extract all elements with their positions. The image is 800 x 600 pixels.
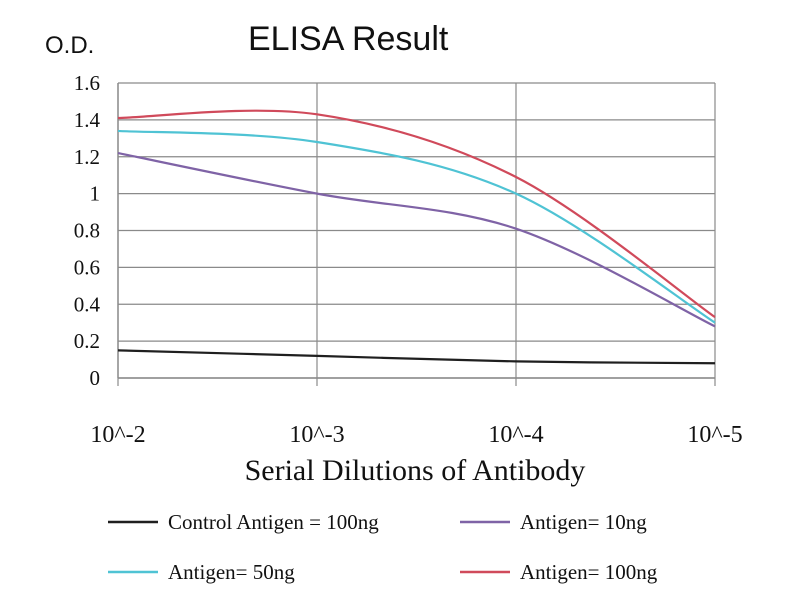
legend-item: Antigen= 50ng (108, 560, 295, 584)
series-line-3 (117, 109, 716, 319)
legend-label: Antigen= 100ng (520, 560, 658, 584)
x-tick-label: 10^-3 (289, 422, 344, 448)
y-tick-label: 1 (90, 182, 101, 206)
series-line-1 (117, 151, 716, 328)
legend-label: Antigen= 50ng (168, 560, 295, 584)
legend-item: Control Antigen = 100ng (108, 510, 379, 534)
y-tick-labels: 0 0.2 0.4 0.6 0.8 1 1.2 1.4 1.6 (74, 71, 101, 390)
x-tick-label: 10^-2 (90, 422, 145, 448)
y-tick-label: 1.4 (74, 108, 101, 132)
y-tick-label: 0 (90, 366, 101, 390)
y-tick-label: 0.4 (74, 292, 101, 316)
y-tick-label: 1.2 (74, 145, 100, 169)
series-line-2 (117, 129, 716, 324)
legend-label: Antigen= 10ng (520, 510, 647, 534)
legend-item: Antigen= 10ng (460, 510, 647, 534)
series-line-0 (117, 349, 716, 365)
x-tick-label: 10^-5 (687, 422, 742, 448)
y-axis-label: O.D. (45, 32, 94, 59)
y-tick-label: 0.8 (74, 219, 100, 243)
y-tick-label: 0.6 (74, 255, 100, 279)
legend-item: Antigen= 100ng (460, 560, 658, 584)
series-lines (117, 109, 716, 365)
y-tick-label: 1.6 (74, 71, 100, 95)
legend-label: Control Antigen = 100ng (168, 510, 379, 534)
x-axis-label: Serial Dilutions of Antibody (245, 454, 586, 487)
grid (117, 82, 716, 386)
y-tick-label: 0.2 (74, 329, 100, 353)
legend: Control Antigen = 100ng Antigen= 10ng Anti… (108, 510, 658, 584)
x-tick-labels: 10^-2 10^-3 10^-4 10^-5 (90, 422, 742, 448)
chart-title: ELISA Result (248, 20, 449, 58)
x-tick-label: 10^-4 (488, 422, 543, 448)
